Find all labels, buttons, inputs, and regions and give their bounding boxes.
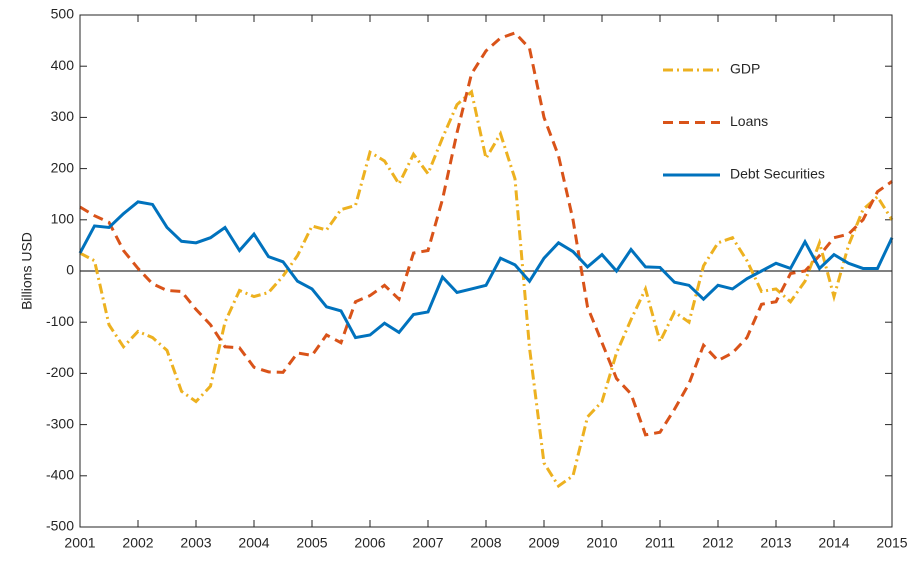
axes-frame (79, 14, 893, 528)
legend-label: Loans (730, 113, 768, 129)
y-tick-label: 300 (51, 108, 75, 124)
legend-label: Debt Securities (730, 166, 825, 182)
legend-label: GDP (730, 61, 760, 77)
y-tick-label: 100 (51, 211, 75, 227)
x-tick-label: 2008 (470, 535, 501, 551)
x-tick-label: 2005 (296, 535, 327, 551)
x-tick-label: 2009 (528, 535, 559, 551)
y-tick-label: -300 (46, 415, 74, 431)
y-tick-label: 0 (66, 262, 74, 278)
x-tick-label: 2006 (354, 535, 385, 551)
x-tick-label: 2002 (122, 535, 153, 551)
x-tick-label: 2013 (760, 535, 791, 551)
x-tick-label: 2011 (645, 535, 675, 551)
x-tick-label: 2004 (238, 535, 269, 551)
y-tick-label: 200 (51, 159, 75, 175)
x-tick-label: 2014 (818, 535, 849, 551)
y-tick-label: -500 (46, 518, 74, 534)
line-series (79, 31, 893, 437)
y-tick-label: 500 (51, 6, 75, 22)
y-tick-label: -100 (46, 313, 74, 329)
x-tick-label: 2010 (586, 535, 617, 551)
x-tick-label: 2003 (180, 535, 211, 551)
y-tick-label: 400 (51, 57, 75, 73)
y-tick-label: -400 (46, 467, 74, 483)
x-tick-label: 2001 (64, 535, 95, 551)
x-tick-label: 2007 (412, 535, 443, 551)
y-tick-label: -200 (46, 364, 74, 380)
line-series (78, 200, 894, 340)
x-tick-label: 2015 (876, 535, 907, 551)
y-axis-label: Billions USD (19, 232, 35, 310)
x-tick-label: 2012 (702, 535, 733, 551)
line-series (79, 88, 894, 489)
